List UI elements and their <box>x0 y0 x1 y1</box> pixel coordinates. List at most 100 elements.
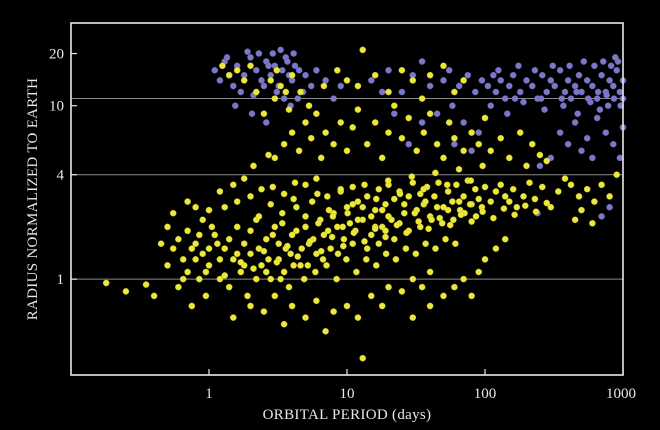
x-tick-label-2: 100 <box>474 386 497 402</box>
data-point <box>267 200 275 208</box>
data-point <box>600 58 607 65</box>
data-point <box>327 245 334 252</box>
data-point <box>192 256 199 263</box>
data-point <box>440 154 447 162</box>
data-point <box>551 82 559 90</box>
data-point <box>555 188 562 195</box>
data-point <box>169 209 177 217</box>
data-point <box>589 82 596 90</box>
data-point <box>294 95 302 102</box>
data-point <box>445 67 453 74</box>
data-point <box>405 193 413 200</box>
data-point <box>250 162 257 170</box>
data-point <box>354 82 362 90</box>
data-point <box>509 185 517 193</box>
data-point <box>271 223 279 231</box>
data-point <box>390 235 398 243</box>
data-point <box>432 245 439 252</box>
data-point <box>603 91 610 99</box>
data-point <box>385 129 392 136</box>
data-point <box>501 95 509 102</box>
data-point <box>451 140 458 148</box>
data-point <box>278 209 286 217</box>
data-point <box>471 185 479 193</box>
data-point <box>451 88 458 96</box>
data-point <box>378 88 386 96</box>
data-point <box>405 114 413 122</box>
data-point <box>343 77 351 84</box>
data-point <box>252 275 260 283</box>
data-point <box>302 71 309 79</box>
data-point <box>543 88 551 96</box>
data-point <box>354 216 362 224</box>
data-point <box>390 110 398 117</box>
data-point <box>468 129 475 136</box>
data-point <box>382 250 390 258</box>
data-point <box>575 71 583 79</box>
data-point <box>464 71 472 79</box>
data-point <box>511 211 518 219</box>
data-point <box>452 240 459 247</box>
data-point <box>211 67 218 74</box>
data-point <box>237 88 245 96</box>
data-point <box>313 175 320 182</box>
data-point <box>199 216 206 224</box>
data-point <box>343 147 351 155</box>
data-point <box>610 140 617 148</box>
data-point <box>102 279 110 287</box>
data-point <box>450 216 457 224</box>
data-point <box>271 95 279 102</box>
data-point <box>440 77 447 84</box>
data-point <box>291 62 299 70</box>
data-point <box>371 225 379 233</box>
data-point <box>433 140 441 148</box>
data-point <box>547 203 555 211</box>
x-tick-label-3: 1000 <box>606 386 636 402</box>
data-point <box>223 54 231 61</box>
data-point <box>573 88 580 96</box>
data-point <box>467 177 475 184</box>
data-point <box>415 218 422 225</box>
data-point <box>293 203 300 211</box>
data-point <box>455 165 463 173</box>
data-point <box>337 185 345 193</box>
data-point <box>497 181 505 189</box>
data-point <box>523 77 530 84</box>
data-point <box>322 327 329 335</box>
data-point <box>231 102 239 109</box>
data-point <box>589 219 596 227</box>
data-point <box>606 193 613 200</box>
data-point <box>460 275 467 283</box>
data-point <box>202 292 210 300</box>
data-point <box>285 106 293 113</box>
data-point <box>258 77 265 84</box>
data-point <box>221 272 228 279</box>
gridlines <box>71 98 623 280</box>
data-point <box>205 262 213 269</box>
data-point <box>541 106 548 113</box>
data-point <box>273 67 281 74</box>
data-point <box>398 88 406 96</box>
data-point <box>260 110 268 117</box>
data-point <box>285 283 293 291</box>
data-point <box>497 77 505 84</box>
data-point <box>574 110 582 117</box>
data-point <box>435 179 442 186</box>
data-point <box>479 208 486 215</box>
data-point <box>520 98 527 106</box>
data-point <box>313 297 320 305</box>
data-point <box>400 209 408 217</box>
data-point <box>247 227 254 235</box>
data-point <box>211 231 218 239</box>
data-point <box>250 265 257 272</box>
data-point <box>455 82 463 90</box>
data-point <box>221 245 228 252</box>
data-point <box>522 202 529 209</box>
data-point <box>247 54 254 61</box>
data-point <box>325 206 333 214</box>
data-point <box>354 314 362 321</box>
data-point <box>418 95 426 102</box>
data-point <box>280 320 288 328</box>
data-point <box>451 283 458 291</box>
data-point <box>567 95 575 102</box>
